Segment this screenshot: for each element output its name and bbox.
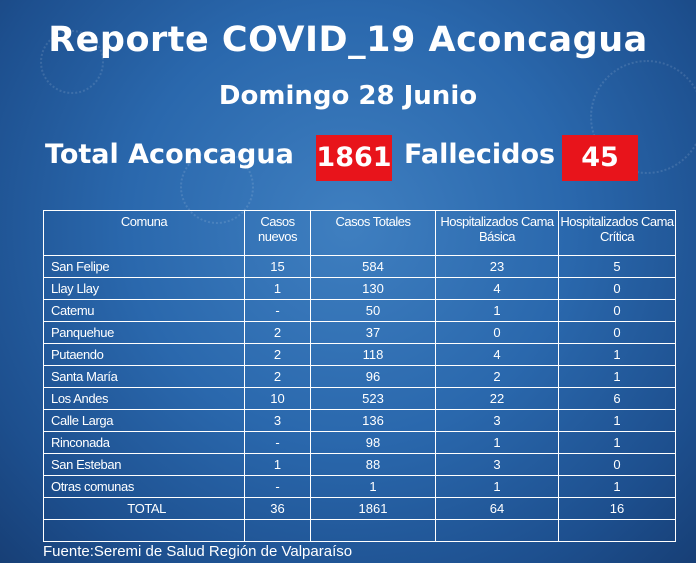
total-label: Total Aconcagua [45, 139, 294, 170]
cell-casos-totales: 96 [310, 365, 436, 388]
table-row: Santa María 2 96 2 1 [43, 365, 676, 388]
cell-hosp-basica: 3 [435, 409, 559, 432]
cell-casos-nuevos: - [244, 475, 311, 498]
cell-comuna: Otras comunas [43, 475, 245, 498]
table-row: Otras comunas -1 1 1 [43, 475, 676, 498]
cell-casos-nuevos: - [244, 431, 311, 454]
totals-bar: Total Aconcagua 1861 Fallecidos 45 [0, 135, 696, 183]
cell-casos-nuevos: 2 [244, 365, 311, 388]
cell-casos-totales: 118 [310, 343, 436, 366]
cell-hosp-basica: 4 [435, 277, 559, 300]
cell-casos-nuevos: 1 [244, 453, 311, 476]
report-title: Reporte COVID_19 Aconcagua [48, 20, 648, 60]
table-row: Rinconada -98 1 1 [43, 431, 676, 454]
cell-comuna: San Esteban [43, 453, 245, 476]
cell-casos-totales: 136 [310, 409, 436, 432]
cell-casos-totales: 98 [310, 431, 436, 454]
table-row: Panquehue 2 37 0 0 [43, 321, 676, 344]
header-comuna: Comuna [43, 210, 245, 256]
cell-hosp-critica: 1 [558, 365, 676, 388]
table-row: Putaendo 2 118 4 1 [43, 343, 676, 366]
header-hosp-basica: Hospitalizados Cama Básica [435, 210, 559, 256]
cell-hosp-critica: 1 [558, 343, 676, 366]
cell-empty [558, 519, 676, 542]
total-value-box: 1861 [316, 135, 392, 181]
cell-hosp-critica: 0 [558, 277, 676, 300]
cell-empty [244, 519, 311, 542]
cell-casos-nuevos: 1 [244, 277, 311, 300]
cell-comuna: Rinconada [43, 431, 245, 454]
cell-casos-nuevos: 2 [244, 321, 311, 344]
cell-casos-nuevos: 36 [244, 497, 311, 520]
cell-hosp-basica: 64 [435, 497, 559, 520]
cell-casos-totales: 584 [310, 255, 436, 278]
cell-comuna: TOTAL [43, 497, 245, 520]
background-virus-shape [40, 30, 104, 94]
cell-hosp-critica: 1 [558, 409, 676, 432]
table-row: Los Andes 10 523 22 6 [43, 387, 676, 410]
table-row: Calle Larga 3 136 3 1 [43, 409, 676, 432]
deaths-value-box: 45 [562, 135, 638, 181]
cell-casos-totales: 37 [310, 321, 436, 344]
cell-casos-nuevos: 15 [244, 255, 311, 278]
cell-hosp-basica: 23 [435, 255, 559, 278]
cell-empty [435, 519, 559, 542]
cell-hosp-critica: 1 [558, 475, 676, 498]
cell-casos-totales: 130 [310, 277, 436, 300]
table-total-row: TOTAL 36 1861 64 16 [43, 497, 676, 520]
cell-hosp-basica: 1 [435, 299, 559, 322]
cell-comuna: San Felipe [43, 255, 245, 278]
cell-casos-totales: 88 [310, 453, 436, 476]
cell-comuna: Calle Larga [43, 409, 245, 432]
header-casos-totales: Casos Totales [310, 210, 436, 256]
cell-comuna: Panquehue [43, 321, 245, 344]
cell-comuna: Llay Llay [43, 277, 245, 300]
cell-hosp-critica: 0 [558, 453, 676, 476]
header-hosp-critica: Hospitalizados Cama Crítica [558, 210, 676, 256]
cell-hosp-basica: 2 [435, 365, 559, 388]
table-row: San Esteban 1 88 3 0 [43, 453, 676, 476]
table-header-row: Comuna Casos nuevos Casos Totales Hospit… [43, 210, 676, 256]
cell-hosp-critica: 6 [558, 387, 676, 410]
cell-comuna: Los Andes [43, 387, 245, 410]
deaths-label: Fallecidos [404, 139, 556, 170]
cell-comuna: Catemu [43, 299, 245, 322]
cell-hosp-critica: 16 [558, 497, 676, 520]
cell-empty [310, 519, 436, 542]
cell-hosp-basica: 22 [435, 387, 559, 410]
source-footer: Fuente:Seremi de Salud Región de Valpara… [43, 543, 353, 560]
cell-hosp-basica: 3 [435, 453, 559, 476]
table-row: Llay Llay 1 130 4 0 [43, 277, 676, 300]
cell-empty [43, 519, 245, 542]
cell-hosp-critica: 5 [558, 255, 676, 278]
cell-casos-nuevos: 2 [244, 343, 311, 366]
cases-table: Comuna Casos nuevos Casos Totales Hospit… [43, 210, 676, 542]
cell-comuna: Putaendo [43, 343, 245, 366]
cell-comuna: Santa María [43, 365, 245, 388]
cell-casos-totales: 523 [310, 387, 436, 410]
report-date: Domingo 28 Junio [218, 81, 478, 111]
cell-casos-nuevos: - [244, 299, 311, 322]
cell-casos-totales: 1861 [310, 497, 436, 520]
cell-hosp-critica: 1 [558, 431, 676, 454]
header-casos-nuevos: Casos nuevos [244, 210, 311, 256]
cell-casos-nuevos: 3 [244, 409, 311, 432]
cell-hosp-basica: 0 [435, 321, 559, 344]
cell-casos-totales: 1 [310, 475, 436, 498]
cell-hosp-basica: 1 [435, 431, 559, 454]
cell-casos-totales: 50 [310, 299, 436, 322]
cell-hosp-critica: 0 [558, 321, 676, 344]
table-row: San Felipe 15 584 23 5 [43, 255, 676, 278]
cell-hosp-critica: 0 [558, 299, 676, 322]
table-row: Catemu -50 1 0 [43, 299, 676, 322]
background-virus-shape [590, 60, 696, 174]
cell-hosp-basica: 4 [435, 343, 559, 366]
table-empty-row [43, 519, 676, 542]
cell-casos-nuevos: 10 [244, 387, 311, 410]
cell-hosp-basica: 1 [435, 475, 559, 498]
